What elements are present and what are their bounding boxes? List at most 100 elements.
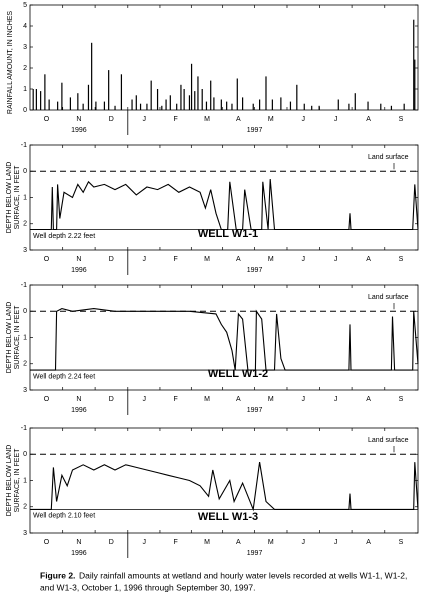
land-surface-label: Land surface <box>368 154 409 161</box>
caption-line: Daily rainfall amounts at wetland and ho… <box>79 570 407 580</box>
rain-bar <box>190 63 193 110</box>
x-tick-label: N <box>76 396 81 403</box>
year-label: 1997 <box>247 127 263 134</box>
x-tick-label: D <box>109 116 114 123</box>
rain-bar <box>205 101 208 110</box>
rain-bar <box>95 101 97 110</box>
y-tick-label: 0 <box>23 308 27 315</box>
rain-bar <box>271 99 273 110</box>
x-tick-label: A <box>366 256 371 263</box>
x-tick-label: O <box>44 539 50 546</box>
x-tick-label: A <box>366 116 371 123</box>
y-tick-label: 3 <box>23 530 27 537</box>
year-label: 1996 <box>71 550 87 557</box>
well-name: WELL W1-1 <box>198 228 258 240</box>
x-tick-label: O <box>44 116 50 123</box>
land-surface-label: Land surface <box>368 294 409 301</box>
x-tick-label: J <box>143 116 147 123</box>
y-tick-label: 1 <box>23 194 27 201</box>
rain-bar <box>77 93 79 110</box>
rain-bar <box>403 103 405 110</box>
x-tick-label: J <box>143 539 147 546</box>
y-tick-label: 0 <box>23 168 27 175</box>
x-tick-label: A <box>366 539 371 546</box>
x-tick-label: J <box>334 116 338 123</box>
rain-bar <box>183 89 185 110</box>
y-tick-label: 3 <box>23 44 27 51</box>
rain-bar <box>303 103 305 110</box>
x-tick-label: A <box>366 396 371 403</box>
caption-line: and W1-3, October 1, 1996 through Septem… <box>40 582 255 592</box>
rain-bar <box>311 105 313 110</box>
water-level-line <box>30 179 419 231</box>
x-tick-label: N <box>76 539 81 546</box>
rain-bar <box>40 91 42 110</box>
rain-bar <box>265 76 267 110</box>
rain-bar <box>103 101 106 110</box>
y-tick-label: -1 <box>21 142 27 149</box>
x-tick-label: N <box>76 116 81 123</box>
rain-bar <box>354 93 356 110</box>
x-tick-label: M <box>204 539 210 546</box>
rain-bar <box>91 42 93 110</box>
land-surface-label: Land surface <box>368 437 409 444</box>
well-name: WELL W1-2 <box>208 368 268 380</box>
y-tick-label: 3 <box>23 247 27 254</box>
year-label: 1996 <box>71 127 87 134</box>
x-tick-label: J <box>334 396 338 403</box>
plot-frame <box>29 4 419 111</box>
x-tick-label: A <box>236 116 241 123</box>
rain-bar <box>226 101 228 110</box>
x-tick-label: J <box>143 396 147 403</box>
x-tick-label: M <box>268 256 274 263</box>
x-tick-label: J <box>301 256 305 263</box>
x-tick-label: D <box>109 256 114 263</box>
rain-bar <box>156 89 159 110</box>
y-tick-label: 3 <box>23 387 27 394</box>
rain-bar <box>32 89 34 110</box>
well-name: WELL W1-3 <box>198 511 258 523</box>
rain-bar <box>414 59 416 110</box>
rain-bar <box>390 105 393 110</box>
rain-bar <box>135 95 137 110</box>
y-axis-label: SURFACE, IN FEET <box>14 305 21 370</box>
x-tick-label: S <box>399 539 404 546</box>
x-tick-label: F <box>173 396 177 403</box>
y-axis-label: DEPTH BELOW LAND <box>6 445 13 517</box>
year-label: 1997 <box>247 267 263 274</box>
rain-bar <box>337 99 339 110</box>
rain-bar <box>213 97 215 110</box>
rain-bar <box>139 103 142 110</box>
y-tick-label: 2 <box>23 504 27 511</box>
well-depth-label: Well depth 2.22 feet <box>33 233 95 240</box>
rain-bar <box>289 101 292 110</box>
x-tick-label: S <box>399 256 404 263</box>
rain-bar <box>61 82 63 110</box>
x-tick-label: S <box>399 116 404 123</box>
x-tick-label: M <box>268 396 274 403</box>
rain-bar <box>165 99 167 110</box>
rain-bar <box>161 105 163 110</box>
rain-bar <box>348 103 350 110</box>
rain-bar <box>48 99 50 110</box>
x-tick-label: J <box>334 256 338 263</box>
x-tick-label: A <box>236 256 241 263</box>
rain-bar <box>201 89 203 110</box>
water-level-line <box>30 462 419 512</box>
rain-bar <box>210 80 212 110</box>
x-tick-label: A <box>236 539 241 546</box>
rain-bar <box>194 91 196 110</box>
rain-bar <box>259 99 261 110</box>
y-axis-label: SURFACE, IN FEET <box>14 165 21 230</box>
rain-bar <box>57 101 59 110</box>
water-level-line <box>30 308 419 371</box>
rain-bar <box>82 103 84 110</box>
x-tick-label: O <box>44 396 50 403</box>
rain-bar <box>120 74 123 110</box>
y-tick-label: 2 <box>23 221 27 228</box>
y-tick-label: 1 <box>23 477 27 484</box>
year-label: 1997 <box>247 407 263 414</box>
rain-bar <box>231 103 233 110</box>
x-tick-label: J <box>334 539 338 546</box>
